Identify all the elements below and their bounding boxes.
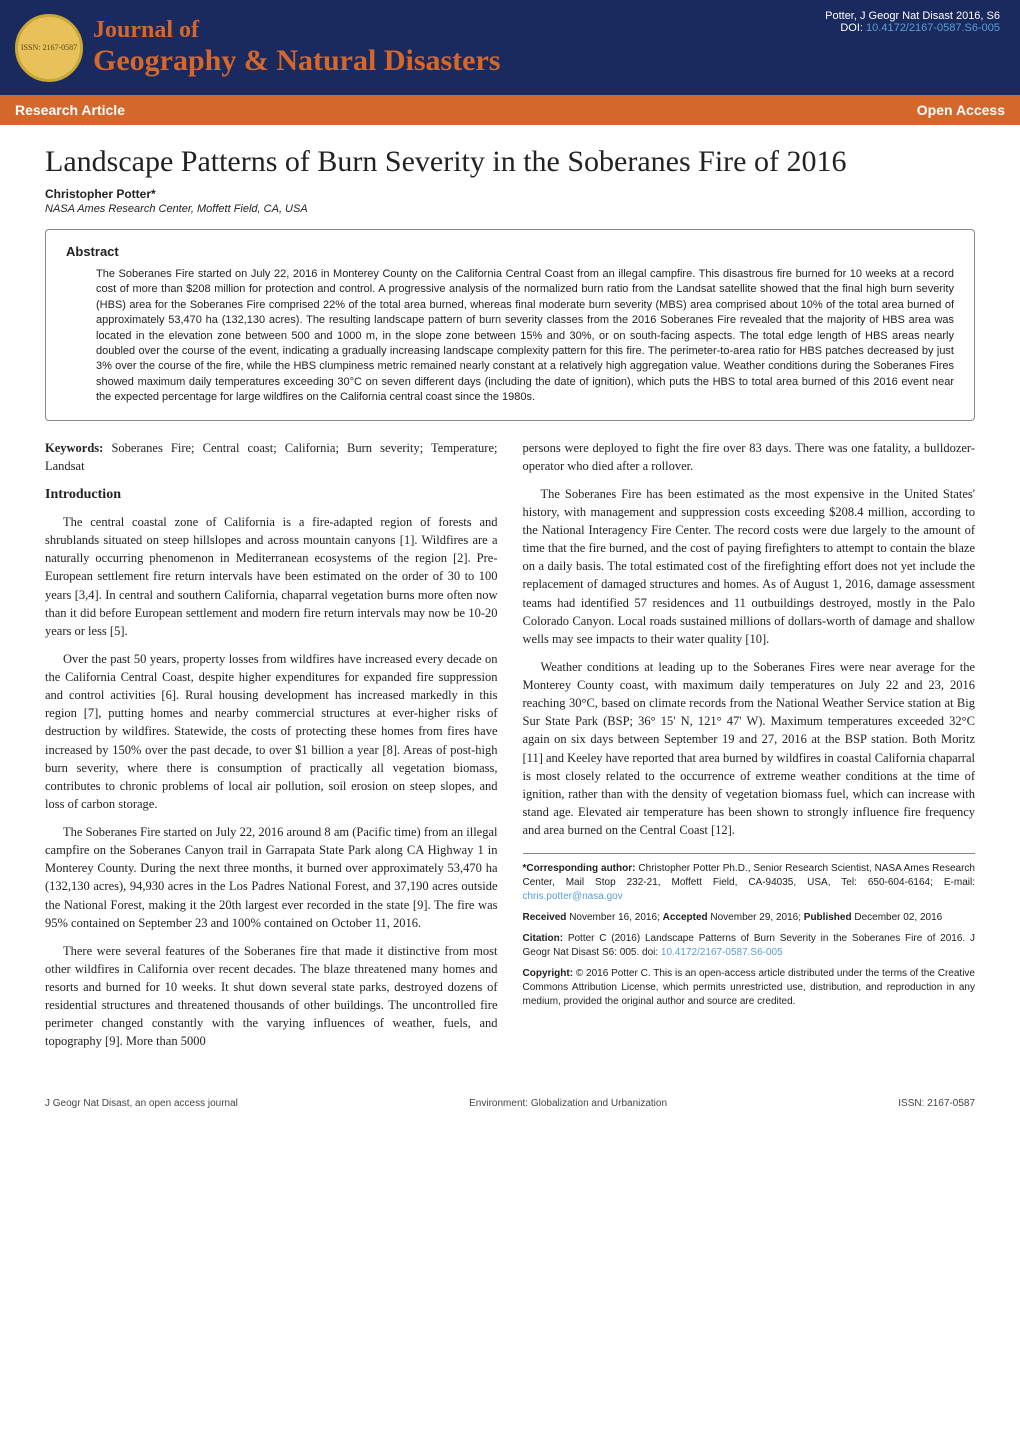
keywords-line: Keywords: Soberanes Fire; Central coast;… bbox=[45, 439, 498, 475]
footer-center: Environment: Globalization and Urbanizat… bbox=[469, 1098, 667, 1109]
dates-line: Received November 16, 2016; Accepted Nov… bbox=[523, 911, 976, 925]
citation-line: Potter, J Geogr Nat Disast 2016, S6 bbox=[825, 10, 1000, 22]
abstract-heading: Abstract bbox=[66, 244, 954, 259]
tab-open-access: Open Access bbox=[917, 102, 1005, 118]
header-citation: Potter, J Geogr Nat Disast 2016, S6 DOI:… bbox=[825, 10, 1000, 34]
article-content: Landscape Patterns of Burn Severity in t… bbox=[0, 125, 1020, 1086]
two-column-body: Keywords: Soberanes Fire; Central coast;… bbox=[45, 439, 975, 1061]
intro-p2: Over the past 50 years, property losses … bbox=[45, 650, 498, 813]
right-p2: The Soberanes Fire has been estimated as… bbox=[523, 485, 976, 648]
footer-left: J Geogr Nat Disast, an open access journ… bbox=[45, 1098, 238, 1109]
footer-issn: ISSN: 2167-0587 bbox=[898, 1098, 975, 1109]
badge-issn: ISSN: 2167-0587 bbox=[21, 43, 77, 52]
journal-logo-badge: ISSN: 2167-0587 bbox=[15, 14, 83, 82]
journal-of-text: Journal of bbox=[93, 17, 500, 44]
doi-line: DOI: 10.4172/2167-0587.S6-005 bbox=[825, 22, 1000, 34]
citation-line-box: Citation: Potter C (2016) Landscape Patt… bbox=[523, 932, 976, 960]
keywords-label: Keywords: bbox=[45, 441, 103, 455]
copyright-text: © 2016 Potter C. This is an open-access … bbox=[523, 968, 976, 1007]
journal-title-block: Journal of Geography & Natural Disasters bbox=[93, 17, 500, 78]
citation-label: Citation: bbox=[523, 933, 564, 944]
abstract-box: Abstract The Soberanes Fire started on J… bbox=[45, 229, 975, 421]
correspondence-box: *Corresponding author: Christopher Potte… bbox=[523, 853, 976, 1009]
doi-label: DOI: bbox=[840, 22, 863, 34]
journal-header: ISSN: 2167-0587 Journal of Geography & N… bbox=[0, 0, 1020, 95]
author-name: Christopher Potter* bbox=[45, 187, 975, 201]
corresponding-author: *Corresponding author: Christopher Potte… bbox=[523, 862, 976, 904]
intro-p4: There were several features of the Sober… bbox=[45, 942, 498, 1051]
tab-bar: Research Article Open Access bbox=[0, 95, 1020, 125]
published-date: December 02, 2016 bbox=[852, 912, 943, 923]
logo-area: ISSN: 2167-0587 Journal of Geography & N… bbox=[0, 14, 500, 82]
author-affiliation: NASA Ames Research Center, Moffett Field… bbox=[45, 203, 975, 215]
accepted-date: November 29, 2016; bbox=[708, 912, 804, 923]
right-column: persons were deployed to fight the fire … bbox=[523, 439, 976, 1061]
article-title: Landscape Patterns of Burn Severity in t… bbox=[45, 145, 975, 179]
doi-link[interactable]: 10.4172/2167-0587.S6-005 bbox=[866, 22, 1000, 34]
intro-p3: The Soberanes Fire started on July 22, 2… bbox=[45, 823, 498, 932]
keywords-text: Soberanes Fire; Central coast; Californi… bbox=[45, 441, 498, 473]
right-p3: Weather conditions at leading up to the … bbox=[523, 658, 976, 839]
accepted-label: Accepted bbox=[663, 912, 708, 923]
corr-author-label: *Corresponding author: bbox=[523, 863, 636, 874]
intro-p1: The central coastal zone of California i… bbox=[45, 513, 498, 640]
tab-research-article: Research Article bbox=[15, 102, 125, 118]
page-footer: J Geogr Nat Disast, an open access journ… bbox=[0, 1086, 1020, 1127]
right-p1: persons were deployed to fight the fire … bbox=[523, 439, 976, 475]
left-column: Keywords: Soberanes Fire; Central coast;… bbox=[45, 439, 498, 1061]
copyright-label: Copyright: bbox=[523, 968, 574, 979]
abstract-text: The Soberanes Fire started on July 22, 2… bbox=[96, 267, 954, 406]
corr-email-link[interactable]: chris.potter@nasa.gov bbox=[523, 891, 623, 902]
journal-name-text: Geography & Natural Disasters bbox=[93, 44, 500, 78]
introduction-heading: Introduction bbox=[45, 485, 498, 505]
received-date: November 16, 2016; bbox=[566, 912, 662, 923]
published-label: Published bbox=[804, 912, 852, 923]
copyright-line: Copyright: © 2016 Potter C. This is an o… bbox=[523, 967, 976, 1009]
received-label: Received bbox=[523, 912, 567, 923]
citation-doi-link[interactable]: 10.4172/2167-0587.S6-005 bbox=[661, 947, 783, 958]
